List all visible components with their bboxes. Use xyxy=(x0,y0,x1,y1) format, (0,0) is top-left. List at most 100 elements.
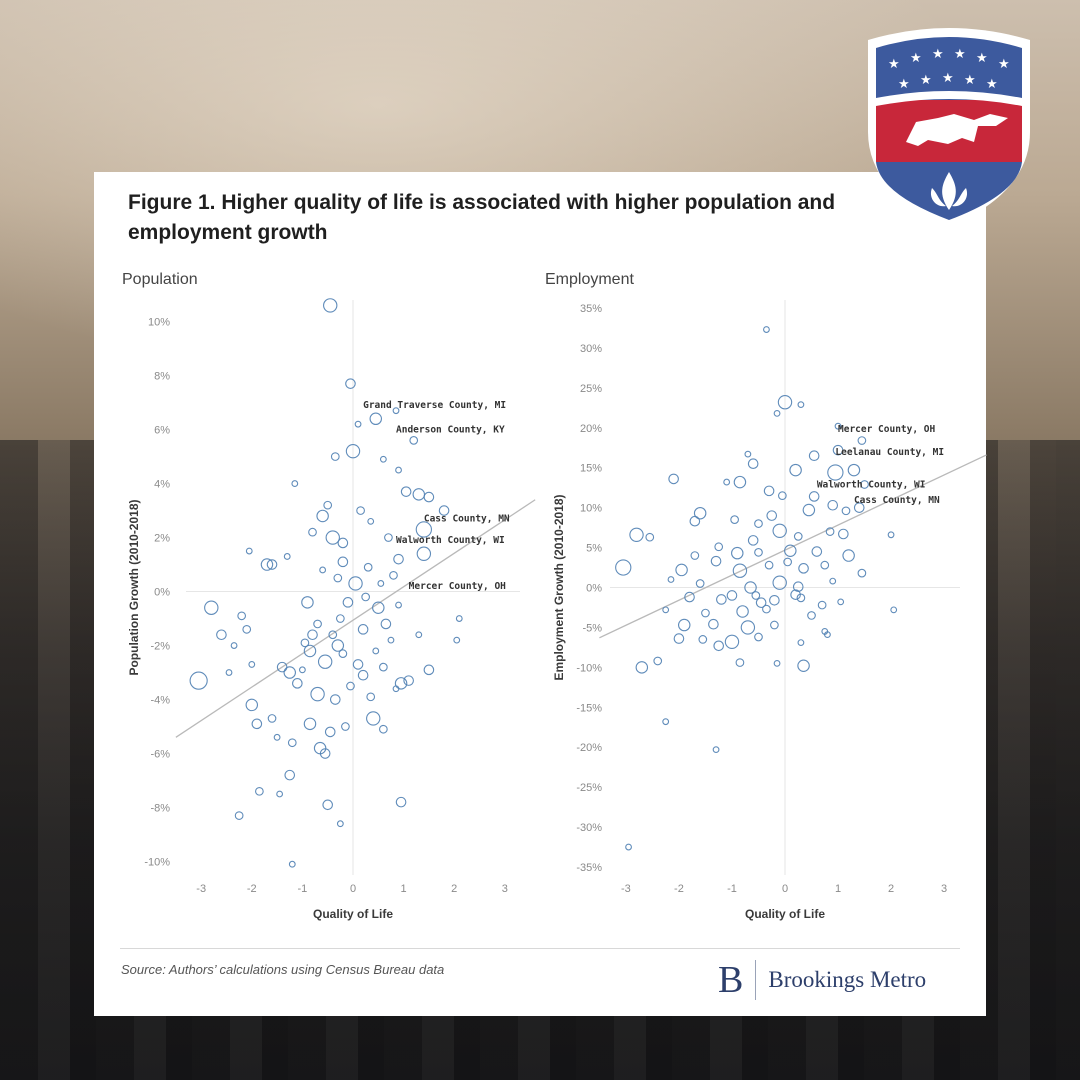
data-point xyxy=(887,531,895,539)
data-point xyxy=(230,642,238,649)
y-tick-label: -35% xyxy=(576,862,602,874)
data-point xyxy=(330,452,340,461)
county-annotation: Walworth County, WI xyxy=(817,480,926,491)
data-point xyxy=(367,517,375,525)
x-tick-label: -3 xyxy=(196,883,206,895)
data-point xyxy=(245,547,253,555)
data-point xyxy=(301,596,314,609)
data-point xyxy=(395,601,402,609)
data-point xyxy=(744,581,757,594)
y-tick-label: -10% xyxy=(576,662,602,674)
data-point xyxy=(325,530,340,545)
data-point xyxy=(329,694,341,705)
data-point xyxy=(335,614,345,623)
data-point xyxy=(298,666,306,674)
x-tick-label: -1 xyxy=(727,883,737,895)
chart-0-group: -10% -8% -6% -4% -2% 0% 2% 4% 6% 8% 10% -3 -2 -1 0 1 2 3 Q… xyxy=(127,298,536,921)
data-point xyxy=(255,786,264,796)
data-point xyxy=(403,675,414,686)
data-point xyxy=(751,591,761,600)
svg-text:★: ★ xyxy=(920,73,932,88)
data-point xyxy=(307,629,318,641)
data-point xyxy=(283,553,291,560)
data-point xyxy=(798,563,809,574)
data-point xyxy=(319,748,331,759)
data-point xyxy=(712,746,720,754)
data-point xyxy=(769,594,780,606)
data-point xyxy=(857,568,867,578)
data-point xyxy=(361,592,371,602)
y-tick-label: 35% xyxy=(580,303,602,315)
data-point xyxy=(736,605,749,618)
data-point xyxy=(324,726,336,738)
data-point xyxy=(824,631,831,639)
data-point xyxy=(764,560,774,570)
data-point xyxy=(323,298,338,313)
data-point xyxy=(380,618,392,630)
data-point xyxy=(189,671,208,690)
data-point xyxy=(251,718,263,730)
data-point xyxy=(802,503,816,517)
data-point xyxy=(395,796,407,808)
data-point xyxy=(847,463,861,477)
data-point xyxy=(234,811,244,820)
data-point xyxy=(345,443,361,459)
y-tick-label: -2% xyxy=(150,641,170,653)
data-point xyxy=(357,624,369,635)
x-tick-label: 0 xyxy=(350,883,356,895)
data-point xyxy=(288,860,296,868)
data-point xyxy=(811,546,823,557)
y-tick-label: -4% xyxy=(150,695,170,707)
x-tick-label: -3 xyxy=(621,883,631,895)
data-point xyxy=(784,544,797,558)
data-point xyxy=(345,378,356,389)
brand-letter: B xyxy=(718,960,757,1000)
data-point xyxy=(453,636,461,644)
data-point xyxy=(827,464,844,481)
data-point xyxy=(695,579,705,588)
y-tick-label: 10% xyxy=(148,317,170,329)
data-point xyxy=(860,480,869,489)
data-point xyxy=(770,620,779,630)
data-point xyxy=(668,473,679,485)
data-point xyxy=(763,485,775,497)
data-point xyxy=(316,509,329,523)
data-point xyxy=(322,799,333,811)
data-point xyxy=(834,422,842,430)
data-point xyxy=(653,656,663,666)
y-axis-title: Population Growth (2010-2018) xyxy=(127,499,141,675)
data-point xyxy=(423,491,435,503)
data-point xyxy=(379,455,387,463)
panel-label-population: Population xyxy=(122,271,198,288)
data-point xyxy=(710,555,722,567)
data-point xyxy=(825,527,835,536)
data-point xyxy=(313,619,322,629)
data-point xyxy=(276,790,284,798)
data-point xyxy=(698,635,708,644)
data-point xyxy=(677,618,691,632)
data-point xyxy=(797,401,805,409)
y-tick-label: 6% xyxy=(154,425,170,437)
data-point xyxy=(808,450,820,462)
data-point xyxy=(260,558,274,571)
data-point xyxy=(797,659,810,673)
x-tick-label: 2 xyxy=(888,883,894,895)
data-point xyxy=(726,590,738,601)
data-point xyxy=(379,724,388,734)
data-point xyxy=(400,486,412,497)
data-point xyxy=(416,546,432,561)
data-point xyxy=(635,661,649,674)
data-point xyxy=(708,618,719,630)
data-point xyxy=(735,658,745,667)
svg-text:★: ★ xyxy=(964,73,976,88)
data-point xyxy=(331,639,345,652)
data-point xyxy=(341,722,350,731)
x-tick-label: 1 xyxy=(401,883,407,895)
x-tick-label: 1 xyxy=(835,883,841,895)
y-tick-label: -8% xyxy=(150,803,170,815)
data-point xyxy=(773,659,781,667)
data-point xyxy=(300,638,310,648)
data-point xyxy=(783,557,793,567)
data-point xyxy=(744,450,752,458)
county-annotation: Mercer County, OH xyxy=(409,581,507,592)
